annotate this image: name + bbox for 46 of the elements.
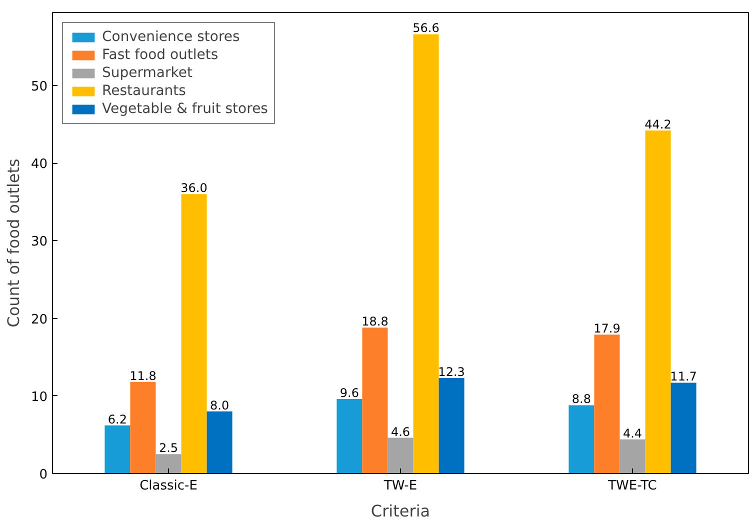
x-axis-title: Criteria	[370, 502, 430, 520]
y-tick-label: 40	[30, 157, 48, 172]
bar	[413, 34, 439, 474]
legend-label: Convenience stores	[102, 29, 240, 45]
legend-label: Fast food outlets	[102, 47, 218, 63]
data-label: 8.8	[572, 392, 592, 406]
legend-label: Vegetable & fruit stores	[102, 101, 268, 117]
data-label: 4.6	[390, 424, 410, 439]
bar	[130, 382, 156, 474]
data-label: 11.8	[130, 368, 156, 383]
bar	[388, 438, 414, 474]
data-label: 56.6	[412, 21, 440, 36]
bar	[104, 425, 130, 474]
data-label: 11.7	[670, 370, 697, 384]
y-tick-label: 20	[30, 312, 48, 328]
y-tick-label: 30	[30, 234, 48, 250]
y-tick-label: 50	[30, 79, 48, 94]
x-tick-label: TW-E	[382, 478, 418, 494]
data-label: 9.6	[340, 386, 360, 400]
bar	[620, 439, 646, 474]
bar	[156, 454, 182, 474]
legend-label: Restaurants	[102, 83, 186, 99]
x-tick-label: Classic-E	[140, 478, 198, 494]
data-label: 2.5	[158, 441, 178, 456]
bar	[336, 398, 362, 474]
bar	[438, 378, 464, 474]
bar	[645, 130, 671, 474]
bar	[206, 411, 232, 474]
data-label: 4.4	[622, 426, 642, 440]
bar	[594, 334, 620, 474]
data-label: 36.0	[180, 181, 208, 196]
data-label: 44.2	[644, 117, 672, 132]
data-label: 18.8	[362, 314, 388, 329]
data-label: 12.3	[438, 365, 465, 380]
bar	[568, 405, 594, 474]
bar	[181, 194, 207, 474]
y-tick-label: 0	[39, 468, 48, 482]
legend-label: Supermarket	[102, 65, 192, 81]
data-label: 8.0	[210, 398, 230, 412]
data-label: 17.9	[594, 322, 620, 336]
y-axis-title: Count of food outlets	[4, 158, 23, 328]
bar	[362, 328, 388, 474]
bar	[670, 382, 696, 474]
x-tick-label: TWE-TC	[607, 478, 657, 494]
y-tick-label: 10	[30, 390, 48, 405]
data-label: 6.2	[108, 412, 128, 426]
